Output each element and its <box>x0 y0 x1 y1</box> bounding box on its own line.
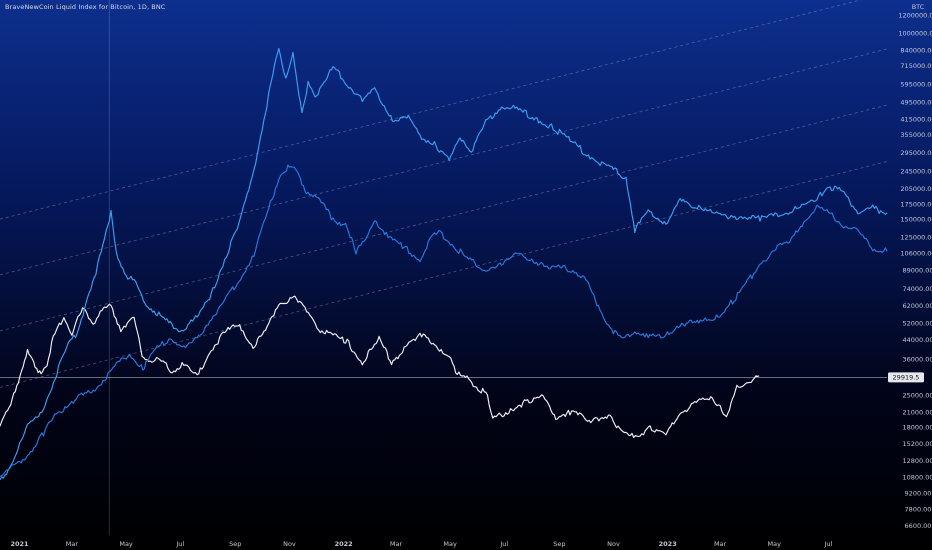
time-tick-label: Jul <box>175 540 184 548</box>
time-tick-label: Nov <box>283 540 296 548</box>
price-tick-label: 205000.00 <box>900 185 932 193</box>
trendline-0 <box>0 0 863 220</box>
time-tick-label: Mar <box>390 540 403 548</box>
chart-title: BraveNewCoin Liquid Index for Bitcoin, 1… <box>5 3 166 11</box>
price-tick-label: 125000.00 <box>900 233 932 241</box>
price-tick-label: 175000.00 <box>900 200 932 208</box>
price-tick-label: 1000000.00 <box>898 29 932 37</box>
price-tick-label: 25000.00 <box>902 391 932 399</box>
price-tick-label: 9200.00 <box>905 489 932 497</box>
current-value-badge <box>888 372 924 383</box>
price-tick-label: 295000.00 <box>900 149 932 157</box>
time-tick-label: Mar <box>66 540 79 548</box>
unit-label: BTC <box>912 3 925 11</box>
price-tick-label: 415000.00 <box>900 116 932 124</box>
time-tick-label: Nov <box>607 540 620 548</box>
price-tick-label: 18000.00 <box>902 424 932 432</box>
price-tick-label: 10800.00 <box>902 474 932 482</box>
price-tick-label: 840000.00 <box>900 46 932 54</box>
price-tick-label: 89000.00 <box>902 267 932 275</box>
trend-channel <box>0 0 888 388</box>
price-tick-label: 495000.00 <box>900 98 932 106</box>
time-tick-label: Sep <box>553 540 565 548</box>
price-tick-label: 15200.00 <box>902 440 932 448</box>
time-tick-label: Jul <box>823 540 832 548</box>
time-tick-label: 2023 <box>659 540 677 548</box>
series-line-2 <box>0 164 888 477</box>
price-tick-label: 245000.00 <box>900 167 932 175</box>
price-tick-label: 36000.00 <box>902 355 932 363</box>
current-value-label: 29919.5 <box>893 374 920 382</box>
price-tick-label: 595000.00 <box>900 80 932 88</box>
price-tick-label: 12800.00 <box>902 457 932 465</box>
price-tick-label: 6600.00 <box>905 522 932 530</box>
time-tick-label: May <box>119 540 133 548</box>
time-tick-label: Sep <box>229 540 241 548</box>
time-tick-label: 2021 <box>10 540 29 548</box>
price-tick-label: 355000.00 <box>900 131 932 139</box>
price-tick-label: 62000.00 <box>902 302 932 310</box>
time-tick-label: 2022 <box>335 540 353 548</box>
price-tick-label: 74000.00 <box>902 285 932 293</box>
trendline-2 <box>0 104 888 332</box>
series-line-0 <box>0 295 760 439</box>
price-tick-label: 106000.00 <box>900 250 932 258</box>
price-tick-label: 21000.00 <box>902 408 932 416</box>
trendline-1 <box>0 48 888 276</box>
price-tick-label: 7800.00 <box>905 506 932 514</box>
price-tick-label: 52000.00 <box>902 319 932 327</box>
time-tick-label: Jul <box>499 540 508 548</box>
time-tick-label: May <box>768 540 782 548</box>
time-tick-label: Mar <box>714 540 727 548</box>
time-tick-label: May <box>443 540 457 548</box>
series-line-1 <box>0 47 888 481</box>
price-tick-label: 715000.00 <box>900 62 932 70</box>
time-axis: 2021 Mar May Jul Sep Nov 2022 Mar May Jul Sep Nov 20… <box>10 540 832 548</box>
price-tick-label: 1200000.00 <box>898 11 932 19</box>
price-tick-label: 44000.00 <box>902 336 932 344</box>
price-tick-label: 150000.00 <box>900 215 932 223</box>
trendline-3 <box>0 161 888 388</box>
